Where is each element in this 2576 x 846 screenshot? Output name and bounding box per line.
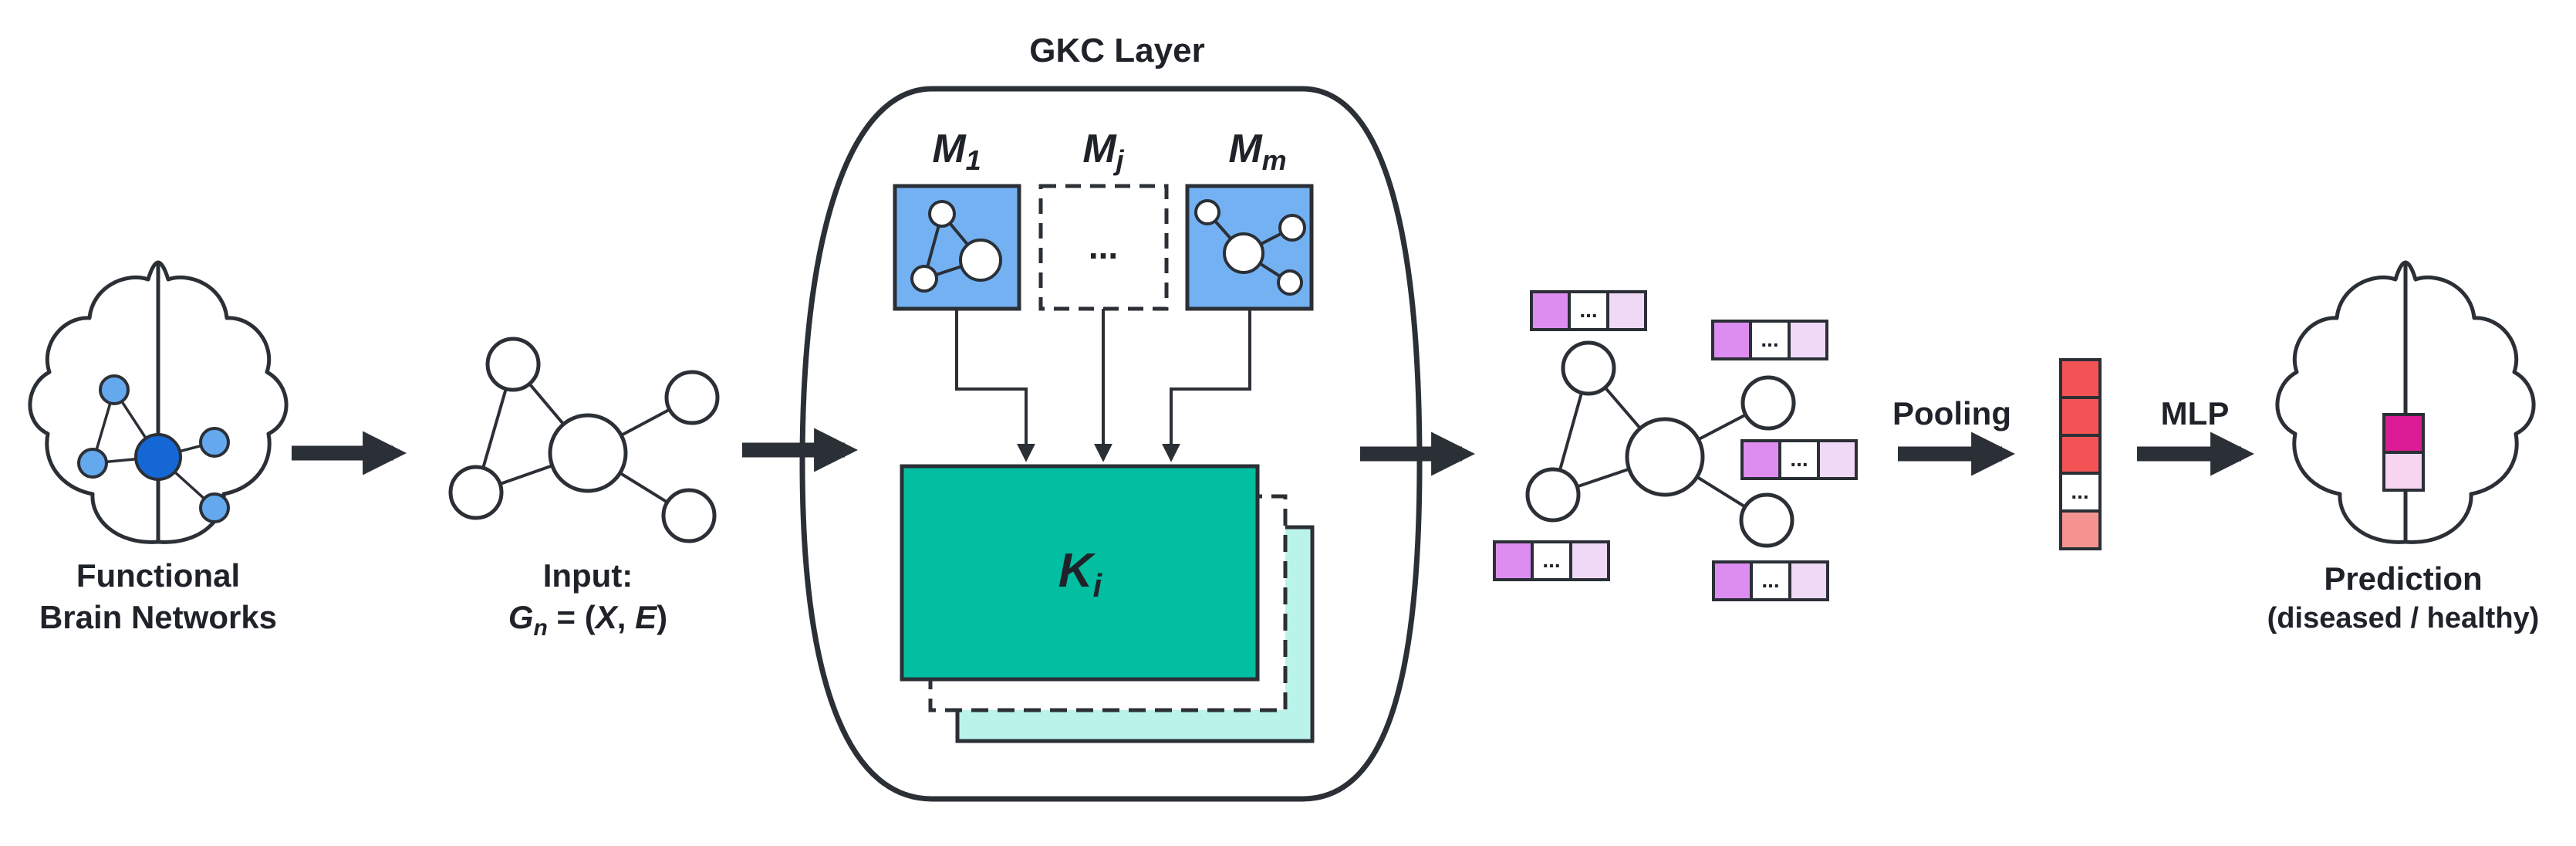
graph-hub-node [548,413,628,493]
brain-node [199,427,230,458]
graph-node [1561,340,1616,396]
graph-node [1525,467,1581,523]
prediction-figure: Prediction (diseased / healthy) [2267,260,2540,634]
graph-hub-node [1625,417,1705,497]
prediction-label-line2: (diseased / healthy) [2267,602,2540,634]
motif-mj-placeholder: ... [1038,184,1169,311]
kernel-box [900,464,1260,682]
svg-text:...: ... [1579,298,1597,322]
prediction-label-line1: Prediction [2324,560,2482,597]
svg-text:...: ... [1790,447,1808,471]
brain-node [99,374,130,405]
mlp-label: MLP [2161,395,2230,431]
svg-text:...: ... [1761,327,1778,351]
feature-vector: ... [1493,540,1610,581]
feature-vector: ... [1711,320,1828,360]
feature-vector: ... [1712,560,1829,601]
motif-mj-ellipsis: ... [1089,226,1118,266]
gkc-layer-container [799,86,1423,802]
input-graph: Input: Gn = (X, E) [448,337,720,641]
svg-text:...: ... [1542,548,1560,572]
feature-vector: ... [1740,439,1858,480]
pooled-vector-ellipsis: ... [2071,479,2088,503]
motif-label-m1: M1 [932,127,981,176]
output-graph: ... ... ... ... ... [1493,290,1858,601]
prediction-output-healthy [2382,451,2425,492]
kernel-label: Ki [1058,544,1103,604]
motif-label-mj: Mj [1082,127,1124,176]
brain-node [77,448,108,479]
gkc-layer: GKC Layer M1 Mj Mm ... [799,32,1423,802]
graph-node [1739,492,1794,548]
pooled-vector: ... [2059,358,2102,550]
prediction-brain-left-icon [2275,260,2408,544]
svg-text:...: ... [1761,568,1779,592]
graph-node [448,465,504,520]
motif-m1 [893,184,1021,311]
motif-label-mm: Mm [1228,127,1286,176]
input-label-line1: Input: [543,557,633,594]
input-label-formula: Gn = (X, E) [508,599,667,641]
graph-node [485,337,541,392]
brain-right-hemisphere-icon [156,260,289,544]
gkc-layer-title: GKC Layer [1029,32,1204,69]
brain-network-figure: Functional Brain Networks [28,260,289,635]
brain-label-line2: Brain Networks [39,599,277,635]
graph-node [1740,375,1796,431]
graph-node [664,370,720,425]
pooling-label: Pooling [1892,395,2011,431]
feature-vector: ... [1530,290,1647,331]
brain-hub-node [134,433,182,481]
motif-connector [955,309,1035,462]
motif-mm [1185,184,1314,311]
brain-label-line1: Functional [76,557,240,594]
graph-node [661,488,717,543]
brain-node [199,492,230,523]
motif-connector [1162,309,1251,462]
prediction-brain-right-icon [2403,260,2536,544]
prediction-output-diseased [2382,413,2425,454]
brain-left-hemisphere-icon [28,260,160,544]
